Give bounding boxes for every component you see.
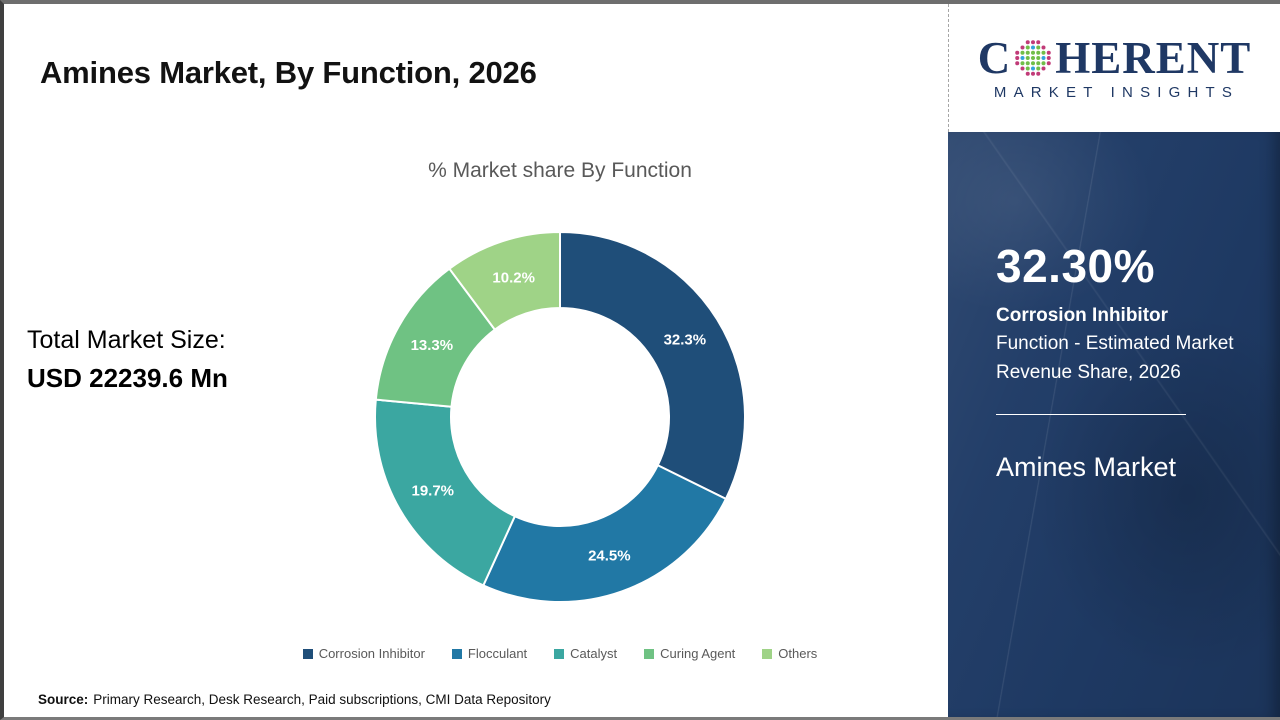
globe-dot bbox=[1020, 50, 1025, 55]
total-market-size-value: USD 22239.6 Mn bbox=[27, 363, 228, 393]
donut-slice-catalyst bbox=[374, 398, 516, 587]
legend-item: Flocculant bbox=[451, 646, 528, 661]
donut-slice-label: 10.2% bbox=[492, 269, 535, 286]
brand-wordmark: C HERENT bbox=[977, 32, 1252, 83]
legend-label: Others bbox=[778, 646, 818, 661]
chart-legend: Corrosion Inhibitor Flocculant Catalyst Cur… bbox=[150, 646, 970, 661]
globe-dot bbox=[1041, 66, 1046, 71]
globe-dot bbox=[1046, 50, 1051, 55]
source-label: Source: bbox=[38, 692, 89, 707]
globe-dot bbox=[1031, 71, 1036, 76]
legend-swatch-icon bbox=[762, 648, 773, 659]
globe-dot bbox=[1031, 50, 1036, 55]
donut-chart: 32.3% 24.5% 19.7% 13.3% 10.2% bbox=[374, 231, 746, 603]
highlight-sidebar-content: 32.30% Corrosion Inhibitor Function - Es… bbox=[948, 131, 1280, 483]
brand-subtitle: MARKET INSIGHTS bbox=[993, 83, 1240, 101]
globe-dot bbox=[1041, 61, 1046, 66]
globe-dot bbox=[1036, 66, 1041, 71]
globe-dot bbox=[1041, 45, 1046, 50]
globe-dot bbox=[1036, 50, 1041, 55]
highlight-stat-description: Function - Estimated Market Revenue Shar… bbox=[996, 333, 1234, 383]
brand-logo: C HERENT MARKET INSIGHTS bbox=[948, 4, 1280, 132]
globe-dot bbox=[1015, 50, 1020, 55]
donut-slice-corrosion-inhibitor bbox=[559, 231, 746, 500]
globe-dots-icon bbox=[1015, 40, 1051, 76]
globe-dot bbox=[1025, 66, 1030, 71]
globe-dot bbox=[1036, 40, 1041, 45]
donut-slice-flocculant bbox=[482, 464, 727, 603]
globe-dot bbox=[1015, 61, 1020, 66]
globe-dot bbox=[1020, 66, 1025, 71]
donut-slice-label: 32.3% bbox=[664, 331, 707, 348]
legend-label: Curing Agent bbox=[660, 646, 736, 661]
globe-dot bbox=[1031, 40, 1036, 45]
globe-dot bbox=[1025, 40, 1030, 45]
globe-dot bbox=[1025, 61, 1030, 66]
chart-title: % Market share By Function bbox=[428, 159, 692, 182]
source-line: Source: Primary Research, Desk Research, … bbox=[38, 692, 551, 707]
globe-dot bbox=[1031, 45, 1036, 50]
globe-dot bbox=[1020, 45, 1025, 50]
legend-swatch-icon bbox=[302, 648, 313, 659]
globe-dot bbox=[1020, 61, 1025, 66]
globe-dot bbox=[1036, 45, 1041, 50]
brand-letter-c: C bbox=[977, 32, 1012, 83]
total-market-size-label: Total Market Size: bbox=[27, 326, 226, 354]
total-market-size: Total Market Size: USD 22239.6 Mn bbox=[27, 322, 228, 397]
donut-slice-label: 24.5% bbox=[588, 547, 631, 564]
globe-dot bbox=[1041, 50, 1046, 55]
source-text: Primary Research, Desk Research, Paid su… bbox=[93, 692, 551, 707]
highlight-sidebar: 32.30% Corrosion Inhibitor Function - Es… bbox=[948, 131, 1280, 717]
globe-dot bbox=[1041, 55, 1046, 61]
globe-dot bbox=[1046, 55, 1051, 61]
legend-label: Flocculant bbox=[467, 646, 528, 661]
highlight-stat-value: 32.30% bbox=[996, 240, 1156, 292]
globe-dot bbox=[1015, 55, 1020, 61]
legend-swatch-icon bbox=[554, 648, 565, 659]
globe-dot bbox=[1036, 61, 1041, 66]
globe-dot bbox=[1031, 66, 1036, 71]
globe-dot bbox=[1031, 61, 1036, 66]
donut-slice-others bbox=[448, 231, 561, 331]
donut-slice-label: 13.3% bbox=[411, 337, 454, 354]
page-title: Amines Market, By Function, 2026 bbox=[40, 54, 537, 90]
donut-slice-label: 19.7% bbox=[411, 483, 454, 500]
highlight-stat-title: Corrosion Inhibitor bbox=[996, 305, 1169, 326]
legend-item: Corrosion Inhibitor bbox=[302, 646, 425, 661]
legend-item: Curing Agent bbox=[644, 646, 735, 661]
legend-swatch-icon bbox=[644, 648, 655, 659]
globe-dot bbox=[1046, 61, 1051, 66]
legend-item: Catalyst bbox=[554, 646, 617, 661]
sidebar-market-name: Amines Market bbox=[996, 452, 1177, 482]
legend-swatch-icon bbox=[451, 648, 462, 659]
globe-dot bbox=[1020, 55, 1025, 61]
globe-dot bbox=[1025, 50, 1030, 55]
sidebar-divider bbox=[996, 414, 1186, 415]
legend-label: Catalyst bbox=[570, 646, 618, 661]
globe-dot bbox=[1031, 55, 1036, 61]
legend-label: Corrosion Inhibitor bbox=[318, 646, 425, 661]
legend-item: Others bbox=[762, 646, 817, 661]
globe-dot bbox=[1025, 55, 1030, 61]
globe-dot bbox=[1036, 55, 1041, 61]
globe-dot bbox=[1036, 71, 1041, 76]
brand-letters-herent: HERENT bbox=[1055, 32, 1252, 83]
globe-dot bbox=[1025, 45, 1030, 50]
globe-dot bbox=[1025, 71, 1030, 76]
